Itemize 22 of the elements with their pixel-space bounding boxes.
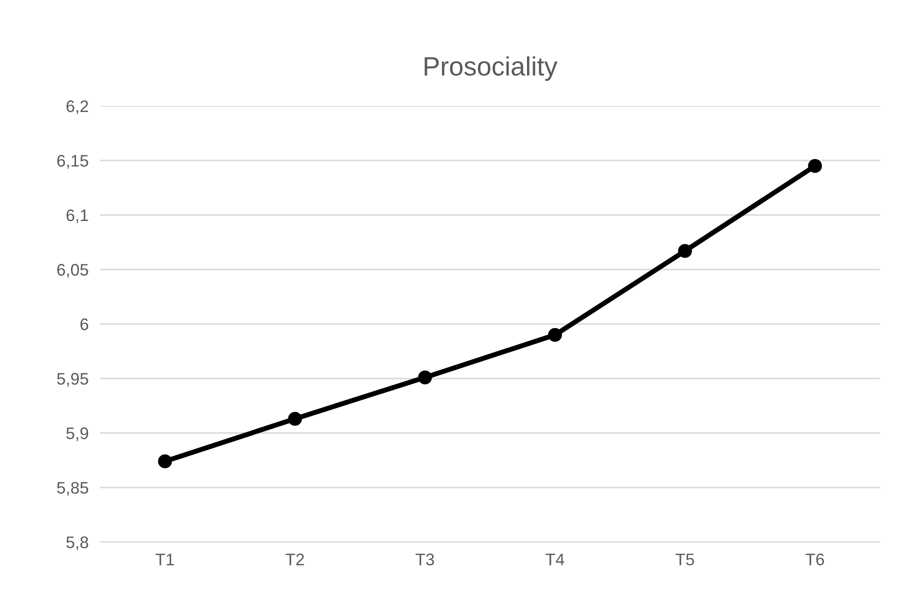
y-tick-label: 6,2 [66,100,88,114]
y-tick-label: 6,1 [66,209,88,224]
chart-title: Prosociality [424,56,558,81]
point [418,370,432,384]
point [678,244,692,258]
x-tick-label: T1 [156,554,174,566]
y-tick-label: 5,85 [57,482,88,496]
x-tick-label: T4 [546,554,564,566]
point [808,159,822,173]
y-tick-label: 6 [80,318,88,330]
y-tick-label: 5,9 [66,427,88,442]
y-tick-label: 6,15 [57,154,88,169]
x-tick-label: T3 [416,554,434,566]
x-tick-label: T2 [286,554,304,566]
point [158,454,172,468]
x-tick-label: T6 [806,554,824,566]
y-tick-label: 5,8 [66,536,88,550]
y-tick-label: 5,95 [57,372,88,387]
x-tick-label: T5 [676,554,694,566]
point [548,328,562,342]
point [288,412,302,426]
y-tick-label: 6,05 [57,264,88,278]
